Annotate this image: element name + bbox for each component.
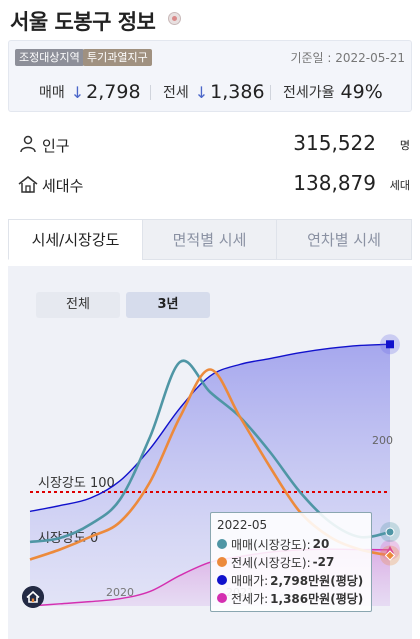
tab-price-by-age[interactable]: 연차별 시세 [276, 219, 412, 260]
sale-value: 2,798 [86, 81, 141, 103]
lease-ratio-stat: 전세가율 49% [283, 79, 383, 105]
population-label: 인구 [42, 137, 70, 155]
tooltip-value: 1,386만원(평당) [270, 591, 364, 606]
lease-price-stat: 전세 ↓ 1,386 [163, 79, 265, 105]
period-3year-button[interactable]: 3년 [126, 292, 210, 318]
market-strength-0-label: 시장강도 0 [38, 531, 98, 546]
tooltip-row: 매매(시장강도): 20 [217, 535, 365, 553]
period-all-button[interactable]: 전체 [36, 292, 120, 318]
households-value: 138,879 [293, 171, 376, 195]
lease-ratio-label: 전세가율 [283, 85, 335, 101]
series-color-dot [217, 593, 227, 603]
tooltip-row: 전세가: 1,386만원(평당) [217, 589, 365, 607]
regulation-badge-adjusted: 조정대상지역 [15, 49, 84, 66]
market-strength-100-label: 시장강도 100 [38, 476, 115, 491]
regulation-badge-speculation: 투기과열지구 [83, 49, 152, 66]
households-label: 세대수 [42, 177, 84, 195]
arrow-down-icon: ↓ [194, 82, 209, 102]
base-date: 기준일 : 2022-05-21 [290, 51, 405, 65]
region-emblem-icon[interactable] [168, 12, 181, 25]
lease-ratio-value: 49% [340, 81, 383, 103]
tooltip-row: 전세(시장강도): -27 [217, 553, 365, 571]
chart-tooltip: 2022-05 매매(시장강도): 20 전세(시장강도): -27 매매가: … [210, 512, 372, 612]
house-icon [18, 176, 38, 193]
population-row: 인구 315,522 명 [0, 126, 420, 162]
tooltip-label: 전세(시장강도): [231, 555, 311, 570]
page-title: 서울 도봉구 정보 [10, 10, 156, 34]
lease-label: 전세 [163, 85, 189, 101]
tooltip-value: -27 [312, 555, 335, 569]
price-summary-card: 조정대상지역 투기과열지구 기준일 : 2022-05-21 매매 ↓ 2,79… [8, 40, 412, 112]
tooltip-value: 2,798만원(평당) [270, 573, 364, 588]
tab-price-by-area[interactable]: 면적별 시세 [142, 219, 277, 260]
tooltip-label: 매매가: [231, 573, 269, 588]
series-color-dot [217, 557, 227, 567]
tooltip-row: 매매가: 2,798만원(평당) [217, 571, 365, 589]
x-tick-label: 2020 [106, 586, 134, 599]
population-unit: 명 [399, 139, 410, 152]
lease-price-marker [386, 545, 394, 554]
sale-label: 매매 [39, 85, 65, 101]
sale-price-stat: 매매 ↓ 2,798 [39, 79, 141, 105]
lease-market-strength-marker [384, 550, 396, 561]
tab-price-market-strength[interactable]: 시세/시장강도 [8, 219, 143, 260]
y-tick-label: 200 [372, 434, 393, 447]
tooltip-label: 전세가: [231, 591, 269, 606]
home-icon[interactable] [22, 586, 44, 608]
header: 서울 도봉구 정보 [0, 0, 420, 38]
tooltip-label: 매매(시장강도): [231, 537, 311, 552]
person-icon [20, 135, 36, 153]
tab-bar: 시세/시장강도 면적별 시세 연차별 시세 [8, 219, 412, 260]
arrow-down-icon: ↓ [70, 82, 85, 102]
price-stats: 매매 ↓ 2,798 전세 ↓ 1,386 전세가율 49% [9, 79, 413, 105]
households-row: 세대수 138,879 세대 [0, 166, 420, 202]
sale-price-marker [386, 340, 394, 349]
tooltip-value: 20 [312, 537, 330, 551]
population-value: 315,522 [293, 131, 376, 155]
divider [270, 85, 271, 100]
tooltip-date: 2022-05 [217, 518, 268, 532]
lease-value: 1,386 [210, 81, 265, 103]
households-unit: 세대 [389, 179, 410, 192]
divider [150, 85, 151, 100]
sale-market-strength-marker [385, 527, 395, 537]
series-color-dot [217, 575, 227, 585]
sale-price-line [29, 343, 391, 513]
series-color-dot [217, 539, 227, 549]
